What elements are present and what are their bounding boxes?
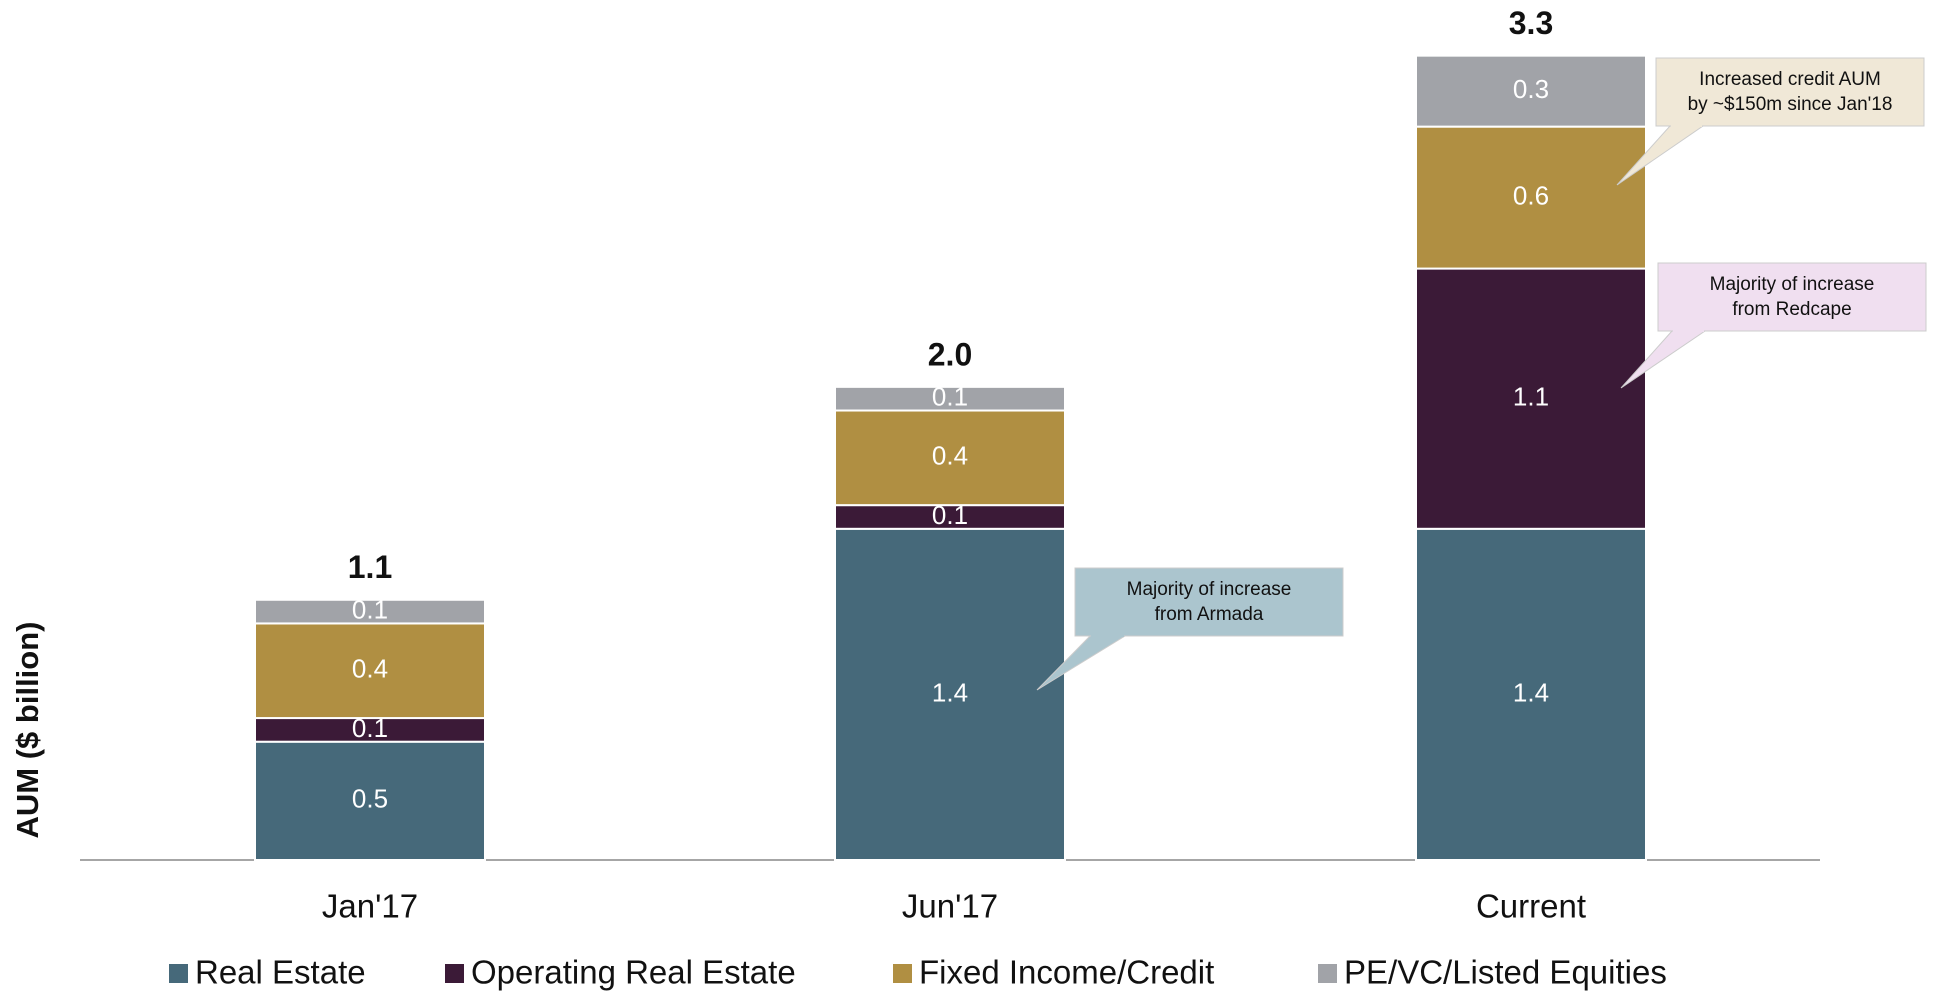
callout-box [1655,57,1925,127]
legend-swatch [893,964,912,983]
segment-label: 1.4 [1513,677,1549,707]
callout: Increased credit AUM by ~$150m since Jan'… [1616,57,1925,186]
bar-segment [834,527,1066,861]
segment-label: 0.3 [1513,74,1549,104]
bar-segment [254,622,486,720]
callout-text: by ~$150m since Jan'18 [1688,94,1893,115]
bar-segment [1415,125,1647,270]
bar-segment [254,598,486,625]
bar-segment [254,740,486,862]
legend-swatch [445,964,464,983]
callout-cover [1673,329,1704,332]
segment-label: 1.1 [1513,382,1549,412]
legend-label: Real Estate [195,954,366,991]
y-axis-label: AUM ($ billion) [10,622,45,839]
x-tick-label: Jan'17 [322,888,418,925]
callout-cover [1091,634,1124,637]
bar-segment [834,385,1066,412]
segment-label: 1.4 [932,677,968,707]
segment-label: 0.4 [932,441,968,471]
callout-text: from Redcape [1732,299,1851,320]
segment-label: 0.1 [932,382,968,412]
callout-box [1657,262,1927,332]
segment-label: 0.6 [1513,180,1549,210]
legend-label: Fixed Income/Credit [919,954,1214,991]
segment-label: 0.1 [352,594,388,624]
x-tick-label: Jun'17 [902,888,998,925]
x-tick-label: Current [1476,888,1586,925]
bar-segment [834,409,1066,507]
callout-text: Increased credit AUM [1699,69,1881,90]
callout: Majority of increase from Redcape [1620,262,1927,389]
callout-box [1074,567,1344,637]
callout: Majority of increase from Armada [1036,567,1344,691]
callout-text: Majority of increase [1710,274,1875,295]
bar-segment [1415,527,1647,861]
callout-cover [1671,124,1702,127]
legend-label: PE/VC/Listed Equities [1344,954,1667,991]
segment-label: 0.5 [352,784,388,814]
total-label: 2.0 [928,336,972,372]
callout-text: Majority of increase [1127,579,1292,600]
bar-segment [1415,267,1647,530]
callout-text: from Armada [1155,604,1264,625]
total-label: 1.1 [348,549,392,585]
total-label: 3.3 [1509,5,1553,41]
legend-swatch [1318,964,1337,983]
legend-swatch [169,964,188,983]
bar-segment [1415,54,1647,128]
legend-label: Operating Real Estate [471,954,796,991]
segment-label: 0.4 [352,654,388,684]
